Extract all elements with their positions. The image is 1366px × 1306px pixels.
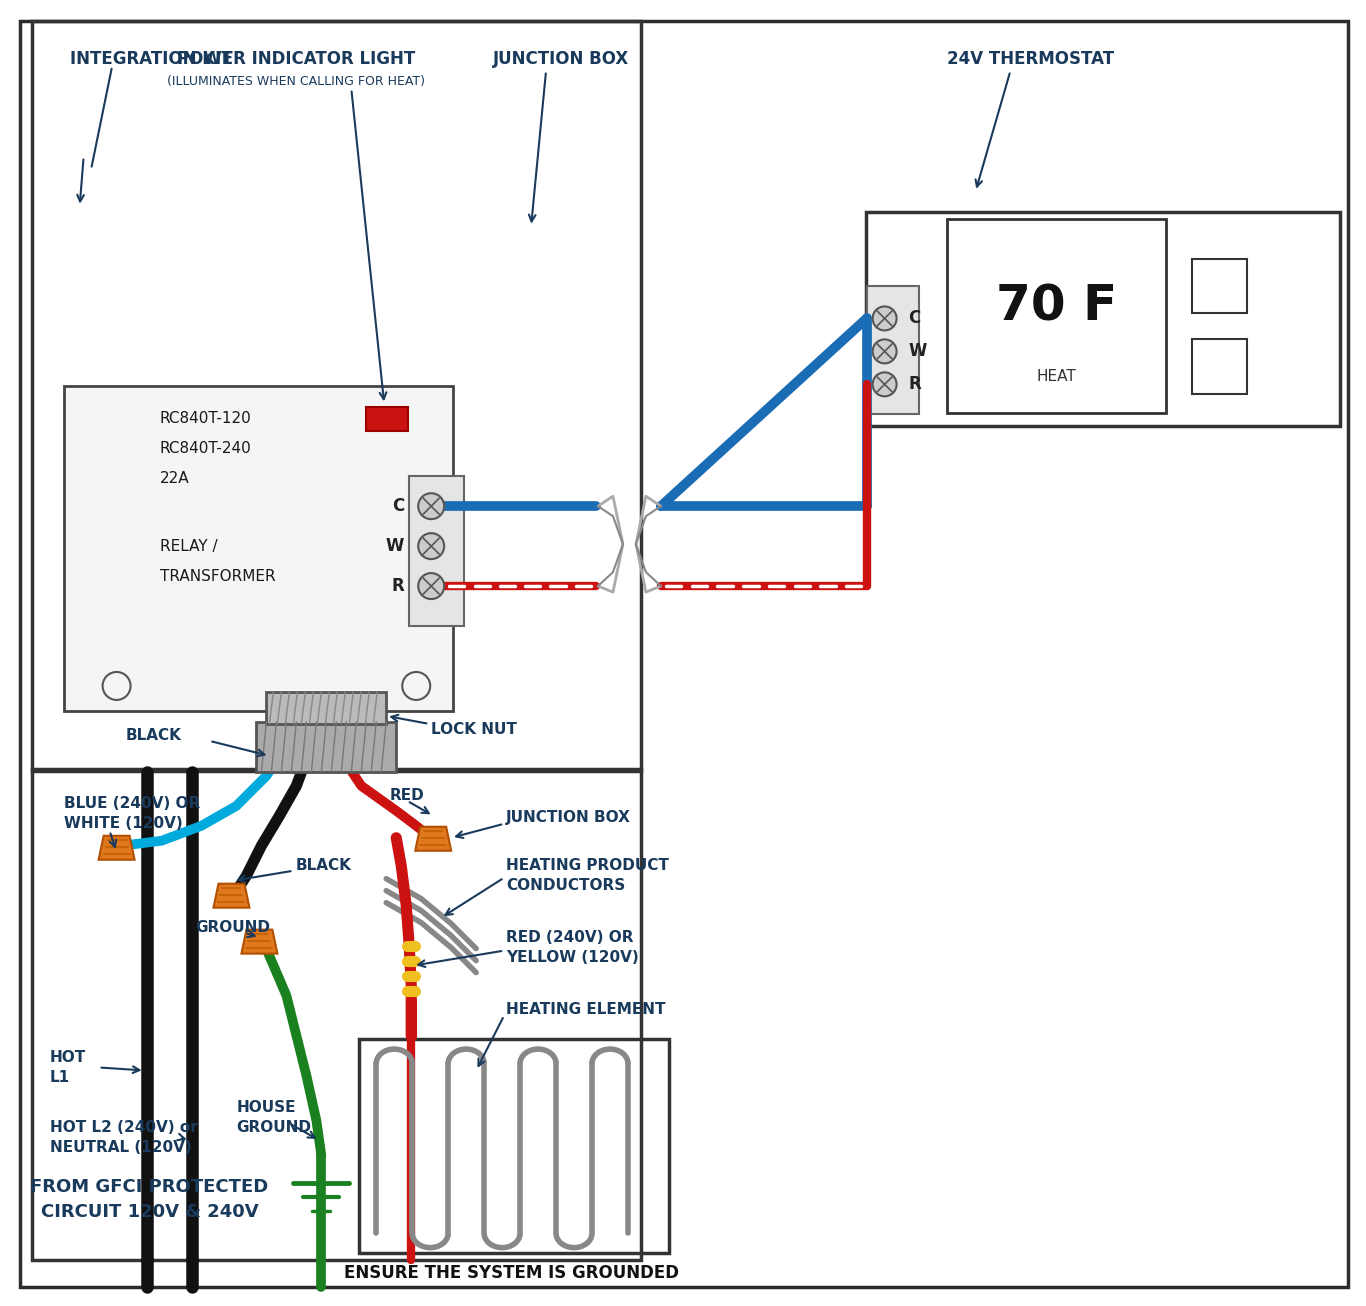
Bar	[257, 722, 396, 772]
Text: GROUND: GROUND	[195, 921, 270, 935]
Bar	[1193, 259, 1247, 313]
Bar	[866, 212, 1340, 426]
Text: LOCK NUT: LOCK NUT	[432, 722, 518, 738]
Text: 70 F: 70 F	[996, 282, 1117, 330]
Bar	[31, 21, 641, 771]
Text: BLACK: BLACK	[126, 729, 182, 743]
Circle shape	[418, 533, 444, 559]
Text: (ILLUMINATES WHEN CALLING FOR HEAT): (ILLUMINATES WHEN CALLING FOR HEAT)	[168, 76, 425, 89]
Text: ENSURE THE SYSTEM IS GROUNDED: ENSURE THE SYSTEM IS GROUNDED	[344, 1264, 679, 1282]
Polygon shape	[98, 836, 135, 859]
Text: POWER INDICATOR LIGHT: POWER INDICATOR LIGHT	[178, 50, 415, 68]
Text: RELAY /: RELAY /	[160, 538, 217, 554]
Polygon shape	[213, 884, 250, 908]
Text: L1: L1	[49, 1070, 70, 1085]
Text: RC840T-120: RC840T-120	[160, 411, 251, 426]
Text: HEATING PRODUCT: HEATING PRODUCT	[507, 858, 669, 874]
Bar	[64, 387, 454, 710]
Polygon shape	[242, 930, 277, 953]
Circle shape	[873, 372, 896, 396]
Circle shape	[418, 494, 444, 520]
Circle shape	[873, 340, 896, 363]
Text: NEUTRAL (120V): NEUTRAL (120V)	[49, 1140, 191, 1155]
Circle shape	[418, 573, 444, 599]
Bar	[866, 286, 918, 414]
Text: 22A: 22A	[160, 470, 189, 486]
Text: BLACK: BLACK	[295, 858, 351, 874]
Text: JUNCTION BOX: JUNCTION BOX	[493, 50, 630, 68]
Bar	[359, 1038, 669, 1254]
Bar	[1193, 340, 1247, 394]
Text: W: W	[908, 342, 928, 360]
Text: C: C	[908, 310, 921, 328]
Text: 24V THERMOSTAT: 24V THERMOSTAT	[947, 50, 1115, 68]
Text: CIRCUIT 120V & 240V: CIRCUIT 120V & 240V	[41, 1203, 258, 1221]
Text: HOUSE: HOUSE	[236, 1100, 296, 1115]
Text: HOT: HOT	[49, 1050, 86, 1064]
Text: JUNCTION BOX: JUNCTION BOX	[507, 810, 631, 825]
Text: CONDUCTORS: CONDUCTORS	[507, 878, 626, 893]
Bar	[947, 218, 1167, 413]
Text: HEATING ELEMENT: HEATING ELEMENT	[507, 1002, 665, 1017]
Bar	[366, 407, 408, 431]
Text: WHITE (120V): WHITE (120V)	[64, 816, 183, 832]
Text: RED: RED	[389, 789, 423, 803]
Text: HOT L2 (240V) or: HOT L2 (240V) or	[49, 1119, 198, 1135]
Bar	[410, 477, 464, 626]
Text: BLUE (240V) OR: BLUE (240V) OR	[64, 797, 199, 811]
Bar	[31, 769, 641, 1260]
Text: GROUND: GROUND	[236, 1119, 311, 1135]
Text: RED (240V) OR: RED (240V) OR	[507, 930, 634, 946]
Text: HEAT: HEAT	[1037, 368, 1076, 384]
Polygon shape	[415, 827, 451, 850]
Text: R: R	[392, 577, 404, 596]
Text: RC840T-240: RC840T-240	[160, 440, 251, 456]
Text: FROM GFCI PROTECTED: FROM GFCI PROTECTED	[30, 1178, 269, 1196]
Text: INTEGRATION KIT: INTEGRATION KIT	[70, 50, 232, 68]
Text: TRANSFORMER: TRANSFORMER	[160, 568, 275, 584]
Text: W: W	[385, 537, 404, 555]
Text: C: C	[392, 498, 404, 515]
Circle shape	[873, 307, 896, 330]
Text: YELLOW (120V): YELLOW (120V)	[507, 949, 639, 965]
Text: R: R	[908, 375, 921, 393]
Bar	[266, 692, 387, 724]
